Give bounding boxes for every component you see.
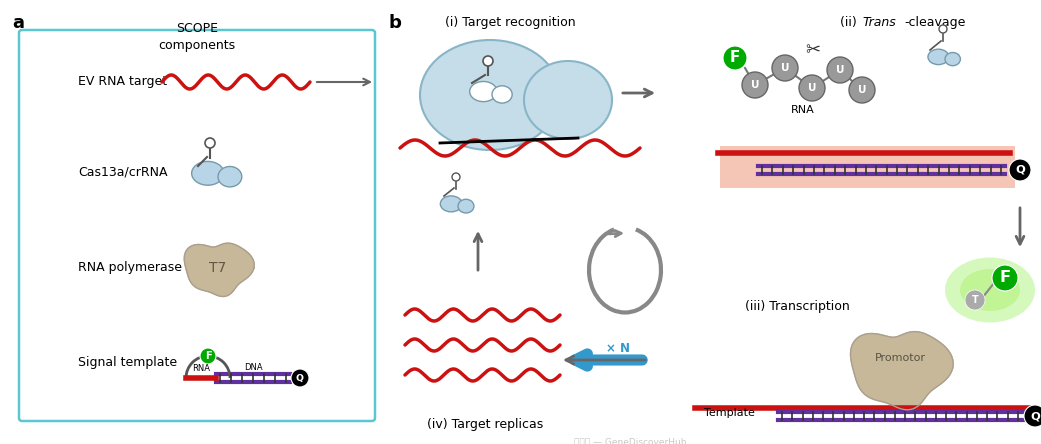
Ellipse shape [469, 82, 497, 102]
Bar [720, 146, 1015, 188]
Ellipse shape [420, 40, 560, 150]
Ellipse shape [945, 258, 1035, 322]
Circle shape [1009, 159, 1031, 181]
Text: T7: T7 [209, 261, 227, 275]
Text: T: T [971, 295, 979, 305]
Text: DNA: DNA [244, 363, 262, 372]
Circle shape [1024, 405, 1041, 427]
Text: (iii) Transcription: (iii) Transcription [745, 300, 849, 313]
Ellipse shape [945, 52, 961, 66]
Text: F: F [205, 351, 211, 361]
Ellipse shape [524, 61, 612, 139]
Text: F: F [999, 270, 1011, 285]
Text: b: b [388, 14, 401, 32]
Ellipse shape [440, 196, 462, 212]
Text: ✂: ✂ [806, 41, 820, 59]
Text: U: U [836, 65, 844, 75]
Circle shape [799, 75, 826, 101]
Text: U: U [781, 63, 789, 73]
FancyBboxPatch shape [19, 30, 375, 421]
Text: Q: Q [296, 373, 304, 382]
Text: RNA polymerase: RNA polymerase [78, 262, 182, 274]
Ellipse shape [458, 199, 474, 213]
Ellipse shape [960, 269, 1020, 311]
Text: -cleavage: -cleavage [904, 16, 965, 29]
Text: (i) Target recognition: (i) Target recognition [445, 16, 576, 29]
Text: Template: Template [704, 408, 755, 418]
Text: U: U [808, 83, 816, 93]
Circle shape [483, 56, 493, 66]
Text: U: U [751, 80, 759, 90]
Text: F: F [730, 51, 740, 66]
Polygon shape [850, 332, 954, 410]
Ellipse shape [218, 166, 242, 187]
Text: U: U [858, 85, 866, 95]
Circle shape [965, 290, 985, 310]
Circle shape [452, 173, 460, 181]
Ellipse shape [928, 49, 948, 64]
Circle shape [992, 265, 1018, 291]
Text: Cas13a/crRNA: Cas13a/crRNA [78, 166, 168, 178]
Circle shape [723, 46, 747, 70]
Polygon shape [184, 243, 254, 297]
Circle shape [205, 138, 215, 148]
Text: EV RNA target: EV RNA target [78, 75, 168, 88]
Text: Trans: Trans [862, 16, 895, 29]
Circle shape [291, 369, 309, 387]
Circle shape [742, 72, 768, 98]
Text: Promotor: Promotor [874, 353, 925, 363]
Circle shape [827, 57, 853, 83]
Circle shape [939, 25, 947, 33]
Ellipse shape [492, 86, 512, 103]
Text: Signal template: Signal template [78, 356, 177, 369]
Text: 公众号 — GeneDiscoverHub: 公众号 — GeneDiscoverHub [574, 437, 686, 444]
Text: (iv) Target replicas: (iv) Target replicas [427, 418, 543, 431]
Circle shape [200, 348, 215, 364]
Text: a: a [12, 14, 24, 32]
Circle shape [772, 55, 798, 81]
Text: (ii): (ii) [840, 16, 861, 29]
Text: SCOPE
components: SCOPE components [158, 22, 235, 52]
Circle shape [849, 77, 875, 103]
Text: RNA: RNA [192, 364, 210, 373]
Text: Q: Q [1030, 411, 1040, 421]
Text: RNA: RNA [791, 105, 815, 115]
Text: × N: × N [606, 342, 630, 355]
Text: Q: Q [1015, 165, 1025, 175]
Ellipse shape [192, 162, 224, 185]
